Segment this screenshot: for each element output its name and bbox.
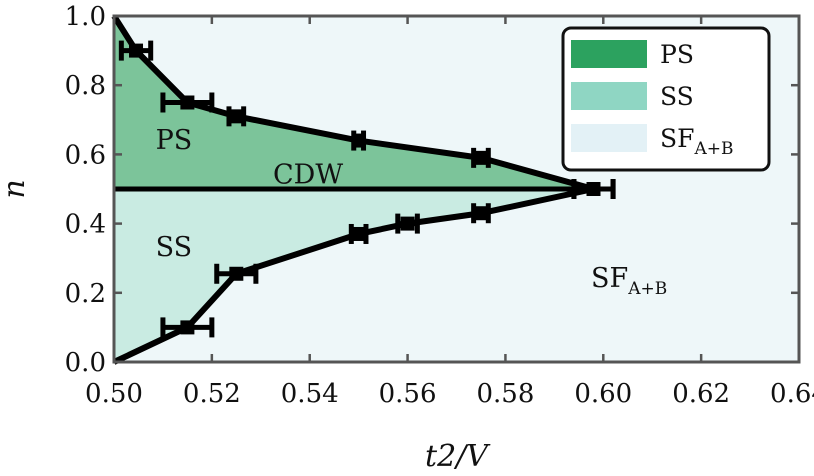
y-tick-label: 1.0 bbox=[65, 2, 106, 32]
lower-boundary-point bbox=[395, 213, 420, 234]
y-tick-labels: 0.0 0.2 0.4 0.6 0.8 1.0 bbox=[65, 2, 106, 378]
legend-label: PS bbox=[660, 40, 694, 69]
point-marker bbox=[351, 226, 366, 241]
x-tick-label: 0.64 bbox=[770, 379, 814, 409]
y-tick-label: 0.8 bbox=[65, 71, 106, 101]
ss-region bbox=[114, 189, 594, 362]
upper-boundary-point bbox=[160, 92, 215, 113]
upper-boundary-point bbox=[351, 130, 367, 151]
x-tick-label: 0.56 bbox=[379, 379, 437, 409]
region-label: CDW bbox=[273, 159, 343, 190]
point-marker bbox=[351, 133, 366, 148]
x-tick-label: 0.58 bbox=[476, 379, 534, 409]
x-tick-label: 0.60 bbox=[574, 379, 632, 409]
legend-swatch bbox=[571, 124, 647, 152]
region-labels: PS CDW SS SFA+B bbox=[156, 125, 668, 299]
point-marker bbox=[229, 266, 244, 281]
plot-frame bbox=[112, 14, 801, 364]
upper-boundary-point bbox=[118, 40, 154, 61]
lower-boundary-point bbox=[571, 179, 616, 199]
upper-boundary-point bbox=[471, 147, 491, 168]
lower-boundary-point bbox=[348, 223, 369, 244]
lower-boundary-point bbox=[471, 203, 491, 224]
point-marker bbox=[180, 95, 195, 110]
x-tick-label: 0.54 bbox=[281, 379, 339, 409]
x-tick-labels: 0.50 0.52 0.54 0.56 0.58 0.60 0.62 0.64 bbox=[85, 379, 814, 409]
x-axis-label: t2/V bbox=[425, 439, 491, 474]
x-tick-label: 0.50 bbox=[85, 379, 143, 409]
data-markers bbox=[118, 40, 616, 338]
y-tick-label: 0.2 bbox=[65, 279, 106, 309]
point-marker bbox=[473, 206, 488, 221]
point-marker bbox=[473, 150, 488, 165]
x-tick-label: 0.52 bbox=[183, 379, 241, 409]
legend-label: SS bbox=[660, 82, 694, 111]
point-marker bbox=[129, 43, 144, 58]
point-marker bbox=[229, 109, 244, 124]
y-axis-label: n bbox=[0, 179, 32, 198]
x-tick-label: 0.62 bbox=[672, 379, 730, 409]
legend-swatch bbox=[571, 82, 647, 110]
y-tick-label: 0.6 bbox=[65, 140, 106, 170]
legend-swatch bbox=[571, 40, 647, 68]
point-marker bbox=[400, 216, 415, 231]
ps-region bbox=[114, 16, 594, 189]
upper-boundary-point bbox=[226, 106, 247, 127]
y-tick-label: 0.0 bbox=[65, 348, 106, 378]
lower-boundary-point bbox=[214, 263, 259, 284]
region-label: SFA+B bbox=[591, 263, 667, 299]
subscript-text: A+B bbox=[693, 139, 733, 159]
region-label: PS bbox=[156, 125, 193, 156]
y-tick-label: 0.4 bbox=[65, 210, 106, 240]
lower-boundary-point bbox=[160, 317, 215, 338]
point-marker bbox=[586, 182, 601, 196]
region-label: SS bbox=[156, 232, 193, 263]
subscript-text: A+B bbox=[627, 279, 667, 299]
point-marker bbox=[180, 320, 195, 335]
